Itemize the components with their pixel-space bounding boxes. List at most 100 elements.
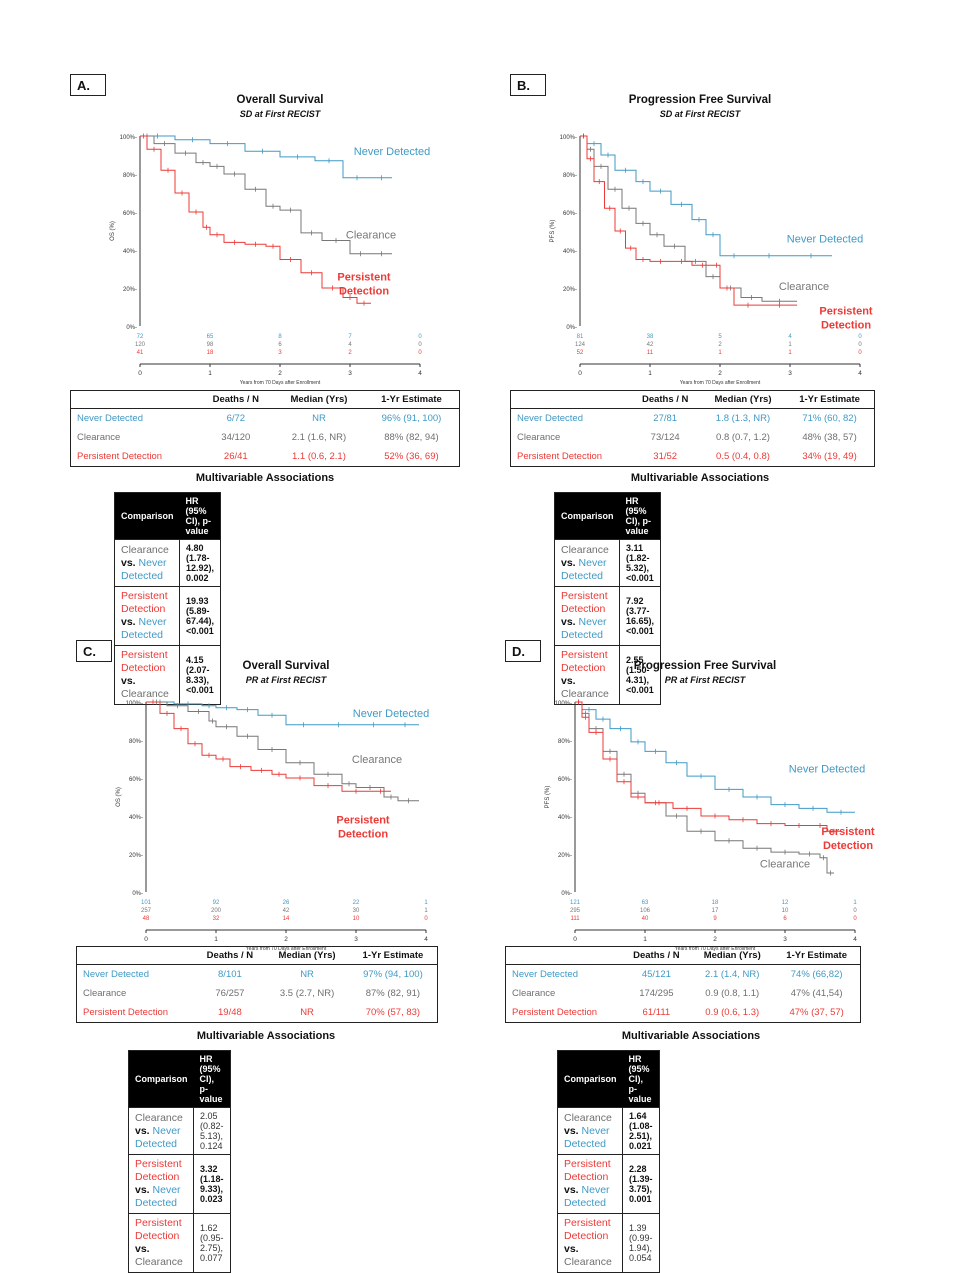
mv-col-comparison: Comparison — [557, 1050, 623, 1108]
cell-median: 1.1 (0.6, 2.1) — [292, 451, 346, 462]
at-risk-count: 40 — [642, 916, 649, 922]
x-tick-label: 0 — [138, 370, 142, 377]
mv-row: Persistent Detection vs. Never Detected 7… — [553, 586, 662, 646]
x-tick-label: 2 — [284, 936, 288, 943]
at-risk-count: 12 — [782, 900, 789, 906]
reference-group: Never Detected — [564, 1184, 610, 1209]
at-risk-count: 30 — [353, 908, 360, 914]
at-risk-count: 98 — [207, 342, 214, 348]
y-tick-label: 100%- — [560, 135, 577, 141]
stats-table: Deaths / N Median (Yrs) 1-Yr Estimate Ne… — [505, 946, 861, 1023]
plot-subtitle: PR at First RECIST — [245, 675, 327, 685]
panel-letter: B. — [510, 74, 546, 96]
col-median: Median (Yrs) — [691, 946, 774, 965]
row-label: Persistent Detection — [83, 1007, 169, 1018]
y-tick-label: 100%- — [555, 701, 572, 707]
mv-col-comparison: Comparison — [128, 1050, 194, 1108]
at-risk-count: 120 — [135, 342, 146, 348]
reference-group: Clearance — [121, 688, 169, 700]
mv-col-hr: HR (95% CI), p-value — [193, 1050, 231, 1108]
hr-value: 19.93 (5.89-67.44), <0.001 — [179, 586, 222, 646]
plot-title: Progression Free Survival — [628, 94, 772, 106]
x-tick-label: 4 — [418, 370, 422, 377]
y-tick-label: 60%- — [123, 211, 137, 217]
cell-median: NR — [300, 969, 314, 980]
at-risk-count: 1 — [853, 900, 857, 906]
x-axis-label: Years from 70 Days after Enrollment — [240, 380, 321, 386]
at-risk-count: 63 — [642, 900, 649, 906]
comparison-group: Persistent Detection — [561, 590, 608, 615]
table-row: Clearance 76/257 3.5 (2.7, NR) 87% (82, … — [77, 984, 438, 1003]
at-risk-count: 10 — [353, 916, 360, 922]
cell-median: 3.5 (2.7, NR) — [279, 988, 335, 999]
series-line-clearance — [140, 135, 392, 255]
at-risk-count: 7 — [348, 334, 352, 340]
vs-label: vs. — [121, 675, 136, 687]
plot-title: Overall Survival — [236, 94, 324, 106]
reference-group: Clearance — [135, 1256, 183, 1268]
x-tick-label: 0 — [573, 936, 577, 943]
cell-one-yr: 87% (82, 91) — [365, 988, 421, 999]
hr-value: 2.05 (0.82-5.13), 0.124 — [193, 1107, 231, 1155]
vs-label: vs. — [135, 1124, 150, 1137]
at-risk-count: 0 — [858, 334, 862, 340]
mv-col-comparison: Comparison — [114, 492, 180, 540]
row-label: Clearance — [83, 988, 127, 999]
panel-letter: D. — [505, 640, 541, 662]
at-risk-count: 10 — [782, 908, 789, 914]
series-label: Never Detected — [787, 233, 863, 245]
x-tick-label: 4 — [424, 936, 428, 943]
at-risk-count: 41 — [137, 350, 144, 356]
x-tick-label: 0 — [578, 370, 582, 377]
cell-deaths: 27/81 — [653, 413, 678, 424]
y-tick-label: 100%- — [126, 701, 143, 707]
reference-group: Never Detected — [564, 1124, 610, 1150]
at-risk-count: 1 — [718, 350, 722, 356]
hr-value: 4.15 (2.07-8.33), <0.001 — [179, 645, 222, 705]
cell-deaths: 61/111 — [642, 1007, 671, 1018]
cell-one-yr: 71% (60, 82) — [802, 413, 857, 424]
y-tick-label: 0%- — [561, 891, 572, 897]
table-row: Clearance 73/124 0.8 (0.7, 1.2) 48% (38,… — [511, 428, 875, 447]
series-label: Never Detected — [789, 763, 865, 775]
at-risk-count: 38 — [647, 334, 654, 340]
y-tick-label: 60%- — [558, 777, 572, 783]
mv-col-hr: HR (95% CI), p-value — [619, 492, 661, 540]
hr-value: 2.28 (1.39-3.75), 0.001 — [622, 1154, 660, 1214]
table-row: Persistent Detection 61/111 0.9 (0.6, 1.… — [506, 1003, 861, 1023]
table-row: Persistent Detection 19/48 NR 70% (57, 8… — [77, 1003, 438, 1023]
table-row: Never Detected 27/81 1.8 (1.3, NR) 71% (… — [511, 409, 875, 429]
cell-one-yr: 48% (38, 57) — [802, 432, 857, 443]
series-label: Persistent — [819, 306, 873, 318]
mv-row: Persistent Detection vs. Clearance 1.62 (… — [127, 1213, 231, 1273]
table-row: Clearance 34/120 2.1 (1.6, NR) 88% (82, … — [71, 428, 460, 447]
cell-median: 1.8 (1.3, NR) — [715, 413, 771, 424]
vs-label: vs. — [121, 556, 136, 569]
plot-title: Overall Survival — [242, 660, 330, 672]
km-plot: 0%-20%-40%-60%-80%-100%-OS (%)0 1 2 3 4Years… — [116, 699, 429, 952]
mv-title: Multivariable Associations — [621, 1030, 761, 1042]
vs-label: vs. — [564, 1243, 579, 1255]
y-tick-label: 80%- — [563, 173, 577, 179]
hr-value: 7.92 (3.77-16.65), <0.001 — [619, 586, 662, 646]
cell-deaths: 174/295 — [639, 988, 674, 999]
x-tick-label: 4 — [853, 936, 857, 943]
y-tick-label: 60%- — [563, 211, 577, 217]
series-label: Detection — [338, 829, 388, 841]
col-one-yr: 1-Yr Estimate — [363, 390, 460, 409]
y-tick-label: 100%- — [120, 135, 137, 141]
reference-group: Never Detected — [135, 1184, 181, 1209]
at-risk-count: 124 — [575, 342, 586, 348]
comparison-group: Persistent Detection — [564, 1158, 611, 1183]
reference-group: Never Detected — [135, 1124, 181, 1150]
hr-value: 1.39 (0.99-1.94), 0.054 — [622, 1213, 660, 1273]
series-line-clearance — [580, 135, 797, 302]
mv-row: Clearance vs. Never Detected 1.64 (1.08-2… — [556, 1107, 660, 1155]
col-one-yr: 1-Yr Estimate — [773, 946, 861, 965]
cell-deaths: 45/121 — [641, 969, 671, 980]
table-row: Never Detected 6/72 NR 96% (91, 100) — [71, 409, 460, 429]
series-label: Clearance — [352, 754, 402, 766]
at-risk-count: 1 — [788, 350, 792, 356]
series-label: Persistent — [337, 271, 391, 283]
at-risk-count: 4 — [348, 342, 352, 348]
